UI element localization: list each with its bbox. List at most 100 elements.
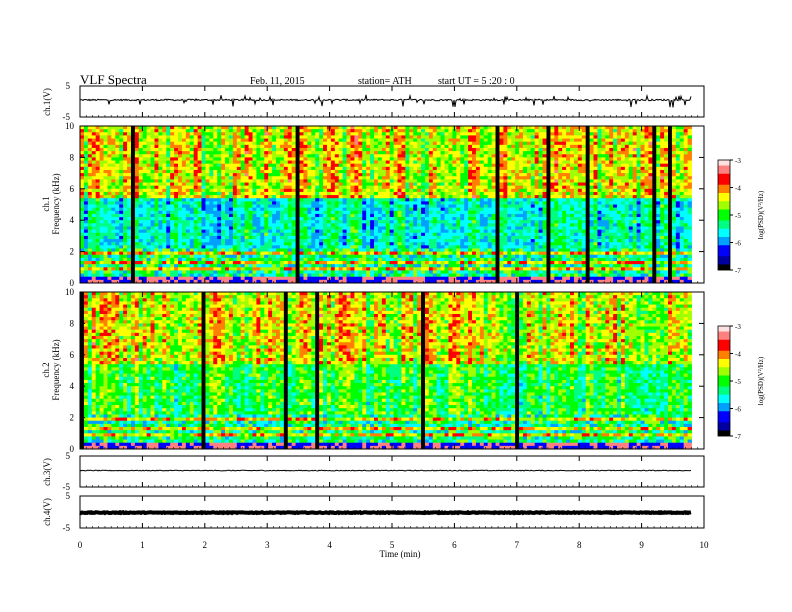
spectrogram-cell [358,160,363,165]
spectrogram-cell [205,207,210,212]
spectrogram-cell [166,210,171,215]
spectrogram-cell [197,160,202,165]
spectrogram-cell [562,198,567,202]
spectrogram-cell [115,126,120,130]
spectrogram-cell [91,126,97,130]
spectrogram-cell [475,179,481,183]
spectrogram-cell [495,195,500,199]
spectrogram-cell [225,151,230,155]
spectrogram-cell [232,126,238,130]
spectrogram-cell [385,166,391,171]
spectrogram-cell [319,213,324,218]
spectrogram-cell [354,144,359,149]
spectrogram-cell [538,201,543,205]
spectrogram-cell [601,217,606,221]
spectrogram-cell [307,201,312,205]
spectrogram-cell [507,213,512,218]
spectrogram-cell [134,132,140,136]
spectrogram-cell [107,154,112,158]
spectrogram-cell [652,135,657,139]
spectrogram-cell [464,154,469,158]
spectrogram-cell [585,166,590,171]
spectrogram-cell [413,191,418,196]
spectrogram-cell [358,195,363,199]
spectrogram-cell [319,201,324,205]
spectrogram-cell [127,195,132,199]
spectrogram-cell [323,195,328,199]
spectrogram-cell [119,154,124,158]
spectrogram-cell [628,129,634,133]
spectrogram-cell [566,138,571,143]
spectrogram-cell [326,210,332,215]
spectrogram-cell [374,144,379,149]
spectrogram-cell [80,217,85,221]
spectrogram-cell [428,147,434,152]
spectrogram-cell [311,182,316,187]
spectrogram-cell [385,182,391,187]
spectrogram-cell [601,210,606,215]
spectrogram-cell [134,195,140,199]
spectrogram-cell [381,217,387,221]
spectrogram-cell [201,217,206,221]
spectrogram-cell [111,126,116,130]
spectrogram-cell [374,191,379,196]
spectrogram-cell [303,166,308,171]
spectrogram-cell [472,207,477,212]
spectrogram-cell [311,157,316,161]
spectrogram-cell [413,166,418,171]
spectrogram-cell [142,132,148,136]
spectrogram-cell [334,220,340,224]
spectrogram-cell [687,185,692,190]
spectrogram-cell [597,138,602,143]
spectrogram-cell [248,195,253,199]
spectrogram-cell [91,157,97,161]
spectrogram-cell [115,144,120,149]
spectrogram-cell [142,135,148,139]
spectrogram-cell [381,169,387,174]
spectrogram-cell [526,151,532,155]
spectrogram-cell [319,169,324,174]
spectrogram-cell [460,169,465,174]
spectrogram-cell [268,217,273,221]
spectrogram-cell [146,135,151,139]
spectrogram-cell [189,223,195,227]
spectrogram-cell [334,173,340,177]
spectrogram-cell [644,201,649,205]
spectrogram-cell [370,157,375,161]
spectrogram-cell [444,207,449,212]
spectrogram-cell [424,176,430,180]
spectrogram-cell [507,198,512,202]
spectrogram-cell [550,213,555,218]
spectrogram-cell [660,201,665,205]
spectrogram-cell [417,217,422,221]
spectrogram-cell [307,135,312,139]
spectrogram-cell [83,154,89,158]
spectrogram-cell [550,223,555,227]
spectrogram-cell [468,210,473,215]
spectrogram-cell [256,144,261,149]
spectrogram-cell [668,141,673,146]
spectrogram-cell [287,213,293,218]
spectrogram-cell [91,160,97,165]
spectrogram-cell [134,182,140,187]
spectrogram-cell [150,135,155,139]
spectrogram-cell [499,191,504,196]
spectrogram-cell [299,201,304,205]
spectrogram-cell [483,185,489,190]
spectrogram-cell [193,126,198,130]
spectrogram-cell [597,207,602,212]
spectrogram-cell [428,188,434,193]
spectrogram-cell [617,144,622,149]
spectrogram-cell [240,157,246,161]
spectrogram-cell [421,126,426,130]
spectrogram-cell [213,176,218,180]
spectrogram-cell [338,135,344,139]
spectrogram-cell [338,126,344,130]
spectrogram-cell [628,210,634,215]
spectrogram-cell [397,126,402,130]
spectrogram-cell [495,223,500,227]
spectrogram-cell [479,169,485,174]
spectrogram-cell [483,138,489,143]
spectrogram-cell [150,182,155,187]
spectrogram-cell [593,141,598,146]
